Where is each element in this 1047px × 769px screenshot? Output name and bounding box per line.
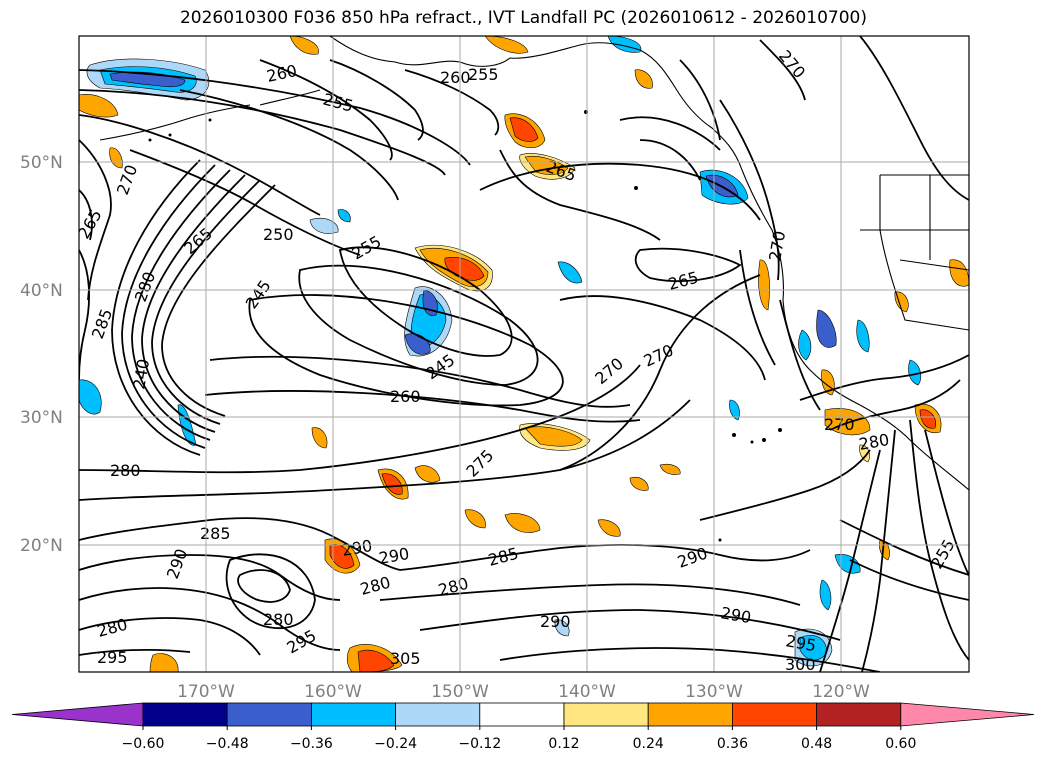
colorbar-tick-label: −0.24 [374, 736, 417, 752]
longitude-labels: 170°W 160°W 150°W 140°W 130°W 120°W [177, 682, 870, 702]
map-panel: 260 255 260 255 265 270 265 270 285 280 … [79, 36, 969, 674]
latitude-labels: 50°N 40°N 30°N 20°N [20, 153, 63, 556]
contour-label: 285 [200, 524, 231, 543]
colorbar-tick-label: −0.60 [122, 736, 165, 752]
lon-label-150w: 150°W [431, 682, 489, 702]
map-frame [78, 35, 970, 673]
lon-label-170w: 170°W [177, 682, 235, 702]
contour-label: 305 [390, 649, 421, 668]
contour-label: 270 [824, 415, 855, 434]
colorbar-swatch [226, 702, 312, 727]
lat-label-20n: 20°N [20, 536, 63, 556]
gridlines [79, 36, 969, 672]
colorbar-ticks: −0.60 −0.48 −0.36 −0.24 −0.12 0.12 0.24 0.36 0.4… [122, 726, 916, 752]
lon-label-130w: 130°W [685, 682, 743, 702]
colorbar-swatch [732, 702, 818, 727]
colorbar-tick-label: 0.36 [717, 736, 748, 752]
colorbar-tick-label: −0.36 [290, 736, 333, 752]
colorbar-swatch [11, 702, 144, 727]
colorbar-tick-label: −0.12 [458, 736, 501, 752]
colorbar-tick-label: 0.48 [801, 736, 832, 752]
contour-label: 260 [390, 387, 421, 406]
lat-label-40n: 40°N [20, 281, 63, 301]
colorbar-swatch [563, 702, 649, 727]
map-title: 2026010300 F036 850 hPa refract., IVT La… [179, 8, 867, 28]
contour-label: 255 [468, 65, 499, 84]
colorbar-swatch [647, 702, 733, 727]
colorbar-tick-label: 0.12 [548, 736, 579, 752]
contour-label: 295 [97, 648, 128, 667]
coastlines [99, 36, 969, 491]
colorbar-tick-label: −0.48 [206, 736, 249, 752]
colorbar-tick-label: 0.24 [633, 736, 664, 752]
colorbar [11, 702, 1035, 727]
colorbar-tick-label: 0.60 [885, 736, 916, 752]
lon-label-160w: 160°W [304, 682, 362, 702]
contour-label: 260 [440, 68, 471, 87]
colorbar-swatch [395, 702, 481, 727]
colorbar-swatch [310, 702, 396, 727]
colorbar-swatch [900, 702, 1035, 727]
contour-label: 250 [263, 225, 294, 244]
contour-label: 290 [540, 612, 571, 631]
colorbar-swatch [479, 702, 565, 727]
colorbar-swatch [142, 702, 228, 727]
contour-label: 280 [263, 610, 294, 629]
lon-label-120w: 120°W [812, 682, 870, 702]
lon-label-140w: 140°W [558, 682, 616, 702]
lat-label-30n: 30°N [20, 408, 63, 428]
lat-label-50n: 50°N [20, 153, 63, 173]
colorbar-swatch [816, 702, 902, 727]
contour-label: 300 [785, 655, 816, 674]
contour-label: 280 [110, 461, 141, 480]
